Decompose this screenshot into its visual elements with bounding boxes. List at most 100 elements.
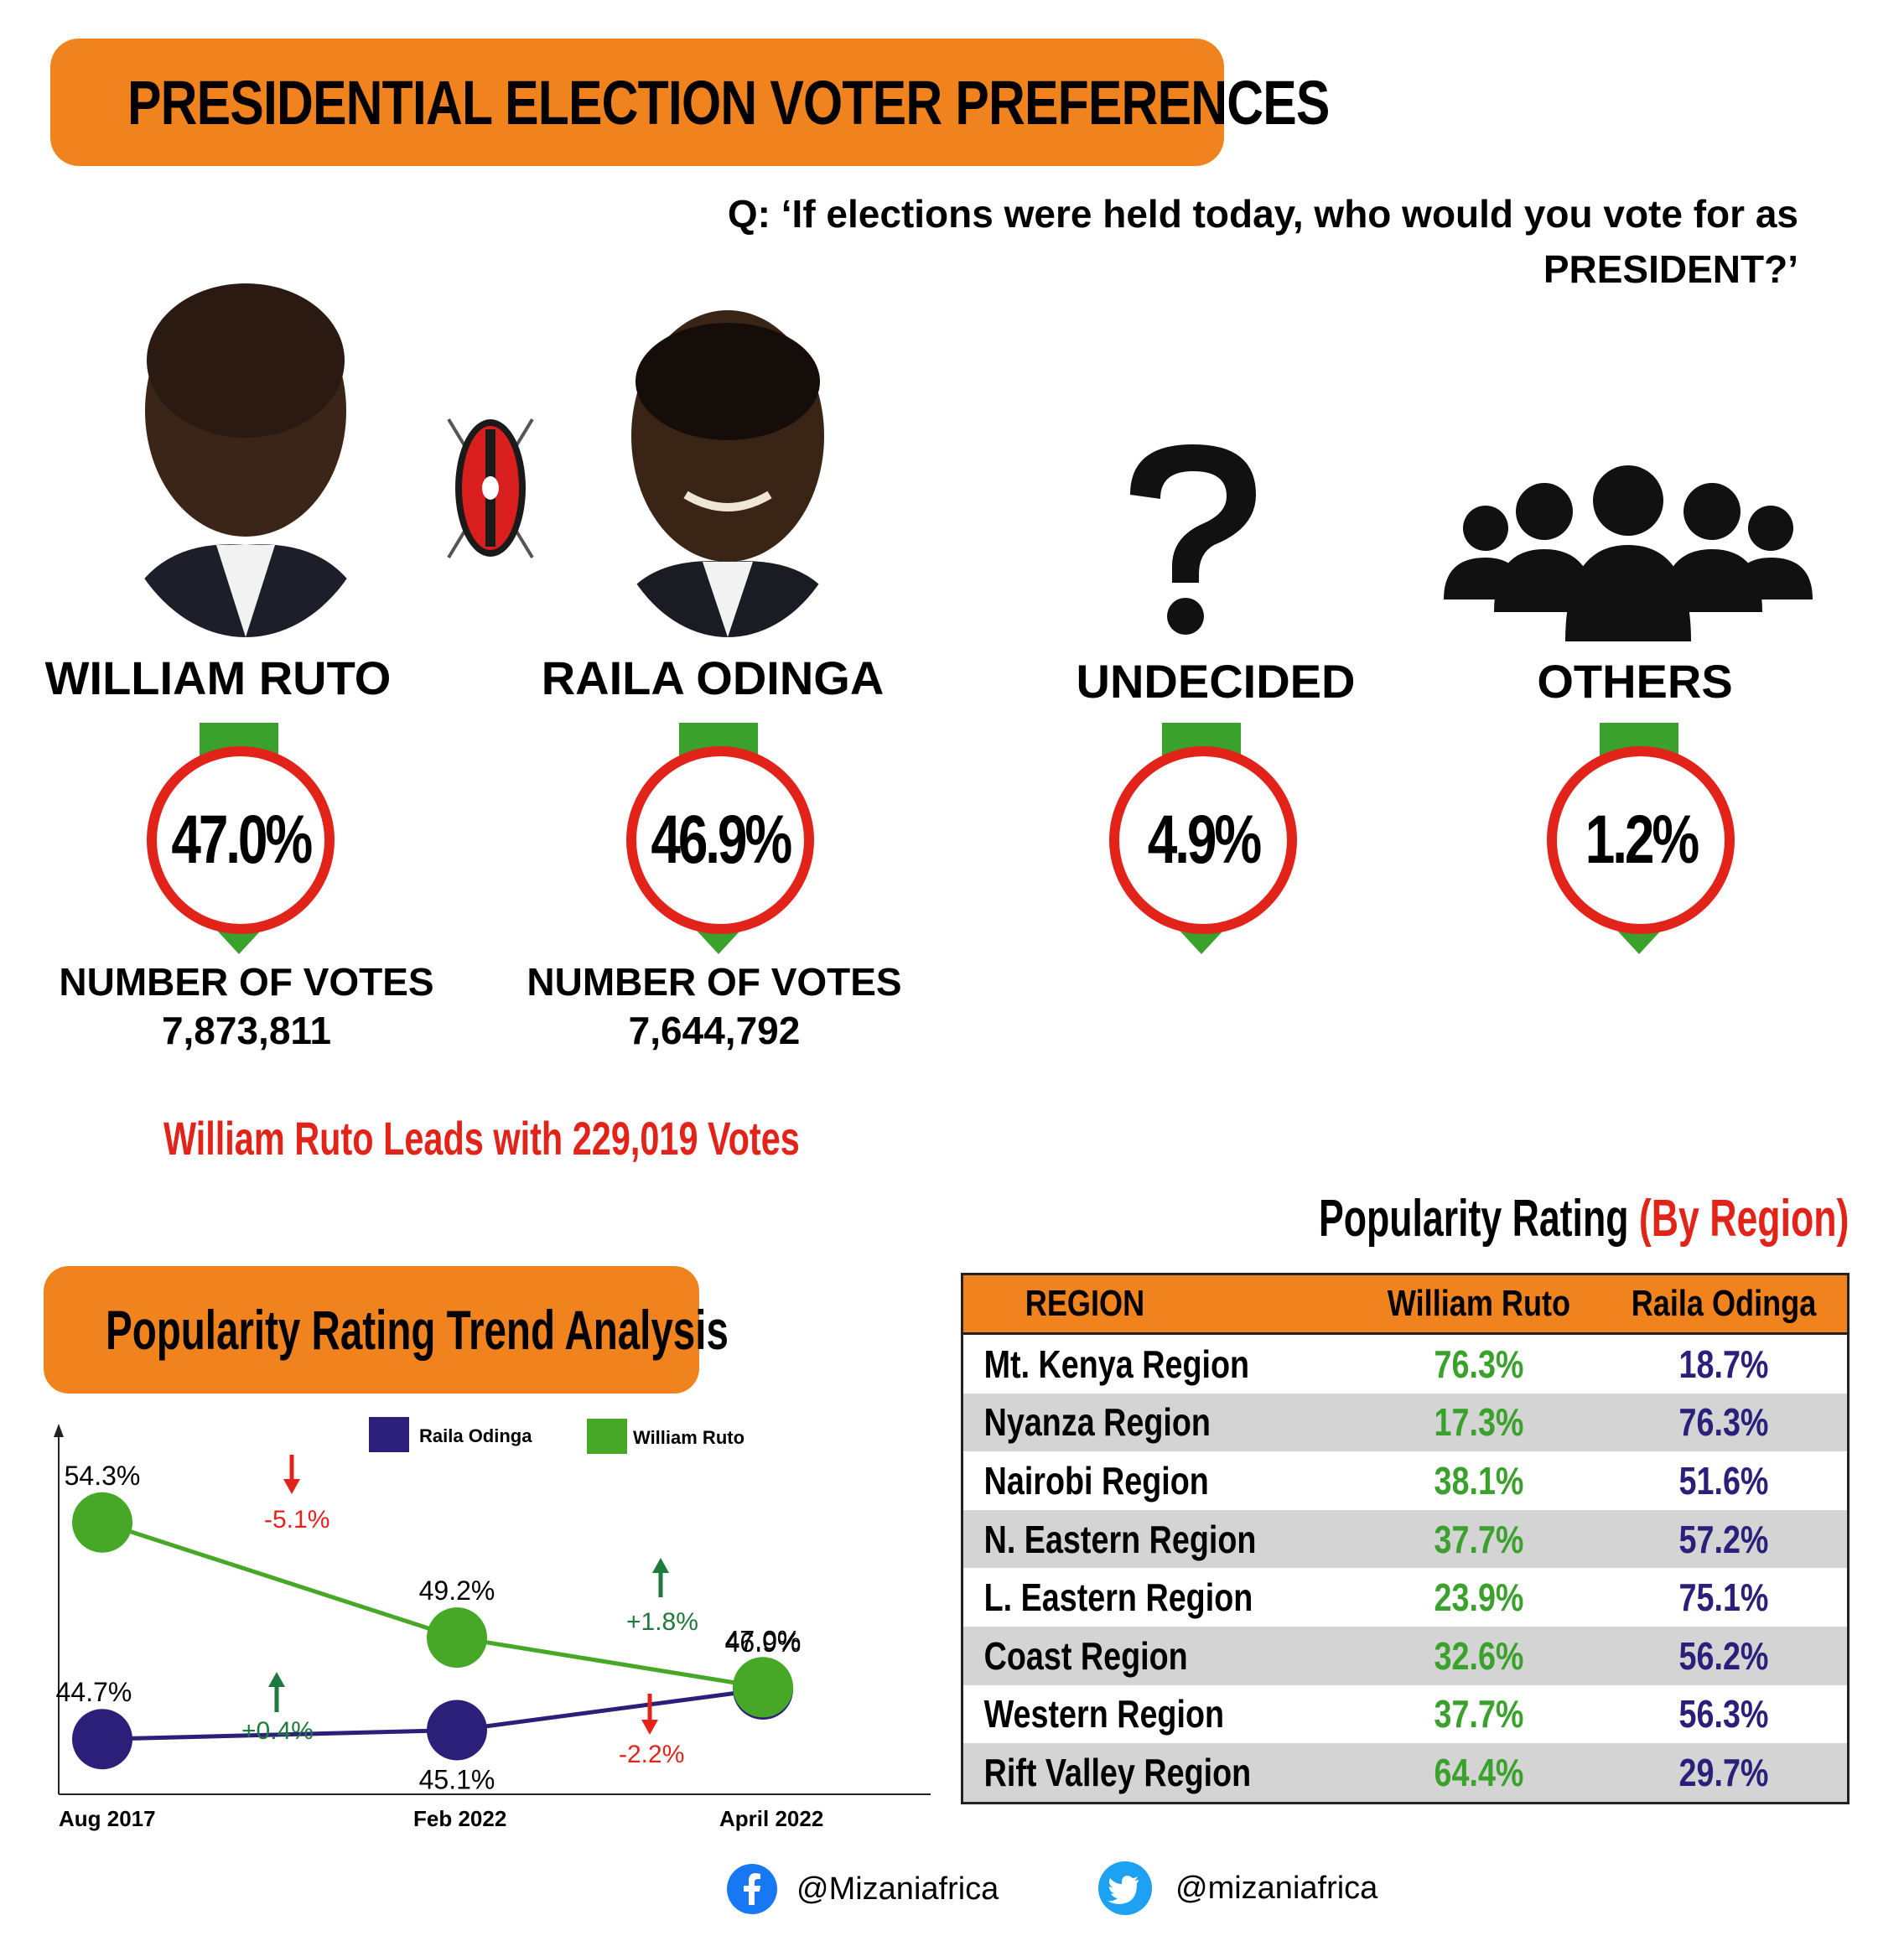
raila-portrait (602, 293, 853, 637)
data-label: 45.1% (419, 1764, 495, 1794)
facebook-icon (727, 1864, 777, 1914)
table-header: REGION William Ruto Raila Odinga (963, 1275, 1847, 1335)
raila-value: 76.3% (1678, 1400, 1769, 1445)
legend-swatch-ruto (587, 1419, 627, 1454)
votes-block-ruto: NUMBER OF VOTES 7,873,811 (29, 958, 464, 1055)
votes-count: 7,873,811 (161, 1009, 332, 1052)
facebook-link[interactable]: @Mizaniafrica (726, 1863, 999, 1915)
region-heading-sub: (By Region) (1638, 1190, 1849, 1248)
candidate-name-ruto: WILLIAM RUTO (44, 651, 392, 704)
x-tick-label: Aug 2017 (59, 1806, 156, 1831)
ruto-value: 23.9% (1434, 1575, 1524, 1620)
facebook-handle: @Mizaniafrica (796, 1871, 999, 1907)
region-name: Rift Valley Region (983, 1750, 1252, 1794)
ruto-value: 37.7% (1434, 1517, 1524, 1561)
percent-badge-undecided: 4.9% (1105, 723, 1298, 958)
candidate-name-raila: RAILA ODINGA (541, 651, 885, 704)
twitter-icon (1098, 1861, 1152, 1915)
votes-count: 7,644,792 (628, 1009, 801, 1052)
survey-question: Q: ‘If elections were held today, who wo… (727, 192, 1798, 291)
ruto-value: 37.7% (1434, 1692, 1524, 1736)
percent-value: 46.9% (651, 802, 792, 878)
legend-label-raila: Raila Odinga (419, 1425, 532, 1446)
change-label: -2.2% (619, 1741, 684, 1768)
region-name: Western Region (983, 1692, 1225, 1736)
table-row: Rift Valley Region 64.4% 29.7% (963, 1743, 1847, 1802)
question-mark-icon (1105, 436, 1281, 637)
votes-block-raila: NUMBER OF VOTES 7,644,792 (496, 958, 932, 1055)
legend-label-ruto: William Ruto (633, 1427, 744, 1448)
region-heading-main: Popularity Rating (1318, 1190, 1629, 1248)
data-label: 47.0% (725, 1625, 802, 1655)
raila-value: 29.7% (1678, 1750, 1769, 1794)
x-tick-label: April 2022 (719, 1806, 823, 1831)
raila-value: 51.6% (1678, 1458, 1769, 1503)
table-row: Coast Region 32.6% 56.2% (963, 1626, 1847, 1685)
percent-value: 4.9% (1147, 802, 1261, 878)
region-name: Nairobi Region (983, 1458, 1209, 1503)
change-raila-1: +0.4% (241, 1672, 314, 1745)
change-raila-2: +1.8% (626, 1558, 698, 1636)
data-label: 46.9% (725, 1627, 802, 1658)
votes-label: NUMBER OF VOTES (59, 960, 434, 1004)
trend-banner: Popularity Rating Trend Analysis (44, 1266, 729, 1394)
data-point (733, 1657, 793, 1718)
change-ruto-1: -5.1% (264, 1455, 329, 1534)
raila-value: 56.2% (1678, 1633, 1769, 1678)
title-banner: PRESIDENTIAL ELECTION VOTER PREFERENCES (50, 39, 1330, 166)
data-label: 54.3% (65, 1461, 141, 1491)
ruto-value: 76.3% (1434, 1342, 1524, 1386)
votes-label: NUMBER OF VOTES (527, 960, 902, 1004)
trend-chart: 44.7% 45.1% 46.9% 54.3% 49.2% 47.0% Raila Odi… (54, 1417, 931, 1831)
percent-value: 1.2% (1585, 802, 1699, 878)
region-name: Mt. Kenya Region (983, 1342, 1250, 1386)
ruto-portrait (107, 268, 384, 637)
region-name: Coast Region (983, 1633, 1188, 1678)
maasai-shield-icon (440, 411, 541, 566)
table-row: N. Eastern Region 37.7% 57.2% (963, 1509, 1847, 1569)
ruto-value: 32.6% (1434, 1633, 1524, 1678)
raila-value: 57.2% (1678, 1517, 1769, 1561)
percent-badge-others: 1.2% (1543, 723, 1735, 958)
legend-swatch-raila (369, 1417, 409, 1452)
region-name: Nyanza Region (983, 1400, 1211, 1445)
header-ruto: William Ruto (1387, 1283, 1571, 1324)
trend-title: Popularity Rating Trend Analysis (106, 1299, 729, 1361)
table-row: Nairobi Region 38.1% 51.6% (963, 1451, 1847, 1510)
page-title: PRESIDENTIAL ELECTION VOTER PREFERENCES (127, 67, 1330, 138)
data-label: 44.7% (56, 1677, 132, 1707)
raila-value: 75.1% (1678, 1575, 1769, 1620)
twitter-link[interactable]: @mizaniafrica (1097, 1860, 1377, 1917)
header-raila: Raila Odinga (1631, 1283, 1817, 1324)
data-point (427, 1607, 487, 1669)
table-row: Nyanza Region 17.3% 76.3% (963, 1393, 1847, 1452)
raila-value: 56.3% (1678, 1692, 1769, 1736)
candidate-name-others: OTHERS (1537, 655, 1733, 708)
table-row: Mt. Kenya Region 76.3% 18.7% (963, 1335, 1847, 1394)
table-row: Western Region 37.7% 56.3% (963, 1685, 1847, 1744)
percent-badge-raila: 46.9% (622, 723, 815, 958)
header-region: REGION (1025, 1283, 1145, 1324)
x-tick-label: Feb 2022 (413, 1806, 506, 1831)
data-point (427, 1700, 487, 1761)
table-row: L. Eastern Region 23.9% 75.1% (963, 1568, 1847, 1627)
region-name: L. Eastern Region (983, 1575, 1253, 1620)
ruto-value: 38.1% (1434, 1458, 1524, 1503)
region-table: REGION William Ruto Raila Odinga Mt. Ken… (961, 1273, 1850, 1804)
percent-badge-ruto: 47.0% (143, 723, 335, 958)
data-point (72, 1709, 132, 1770)
y-axis-arrow-icon (54, 1424, 64, 1437)
candidate-name-undecided: UNDECIDED (1076, 655, 1356, 708)
change-label: +1.8% (626, 1608, 698, 1636)
raila-value: 18.7% (1678, 1342, 1769, 1386)
change-label: +0.4% (241, 1717, 314, 1745)
ruto-value: 17.3% (1434, 1400, 1524, 1445)
region-heading: Popularity Rating (By Region) (1319, 1189, 1849, 1248)
change-label: -5.1% (264, 1506, 329, 1534)
twitter-handle: @mizaniafrica (1175, 1870, 1378, 1906)
lead-summary: William Ruto Leads with 229,019 Votes (163, 1112, 800, 1165)
data-label: 49.2% (419, 1575, 495, 1606)
change-ruto-2: -2.2% (619, 1694, 684, 1768)
percent-value: 47.0% (171, 802, 313, 878)
data-point (72, 1492, 132, 1553)
